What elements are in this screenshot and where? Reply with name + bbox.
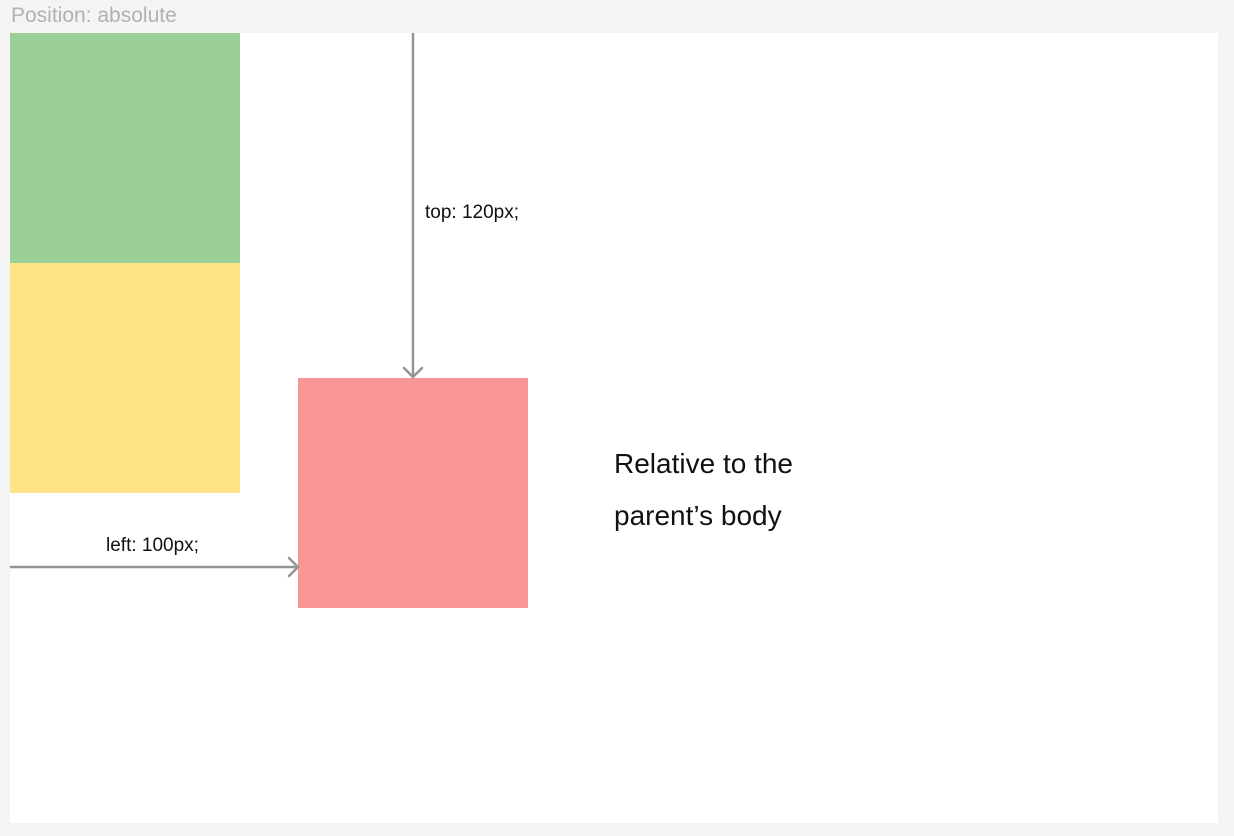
caption-line-1: Relative to the (614, 438, 914, 490)
left-offset-label: left: 100px; (106, 535, 199, 557)
top-offset-arrow (404, 33, 422, 377)
caption-text: Relative to the parent’s body (614, 438, 914, 542)
offset-arrows (10, 33, 1218, 823)
left-offset-arrow (10, 558, 298, 576)
page-title: Position: absolute (11, 4, 177, 28)
diagram-canvas: top: 120px; left: 100px; Relative to the… (10, 33, 1218, 823)
caption-line-2: parent’s body (614, 490, 914, 542)
top-offset-label: top: 120px; (425, 202, 519, 224)
